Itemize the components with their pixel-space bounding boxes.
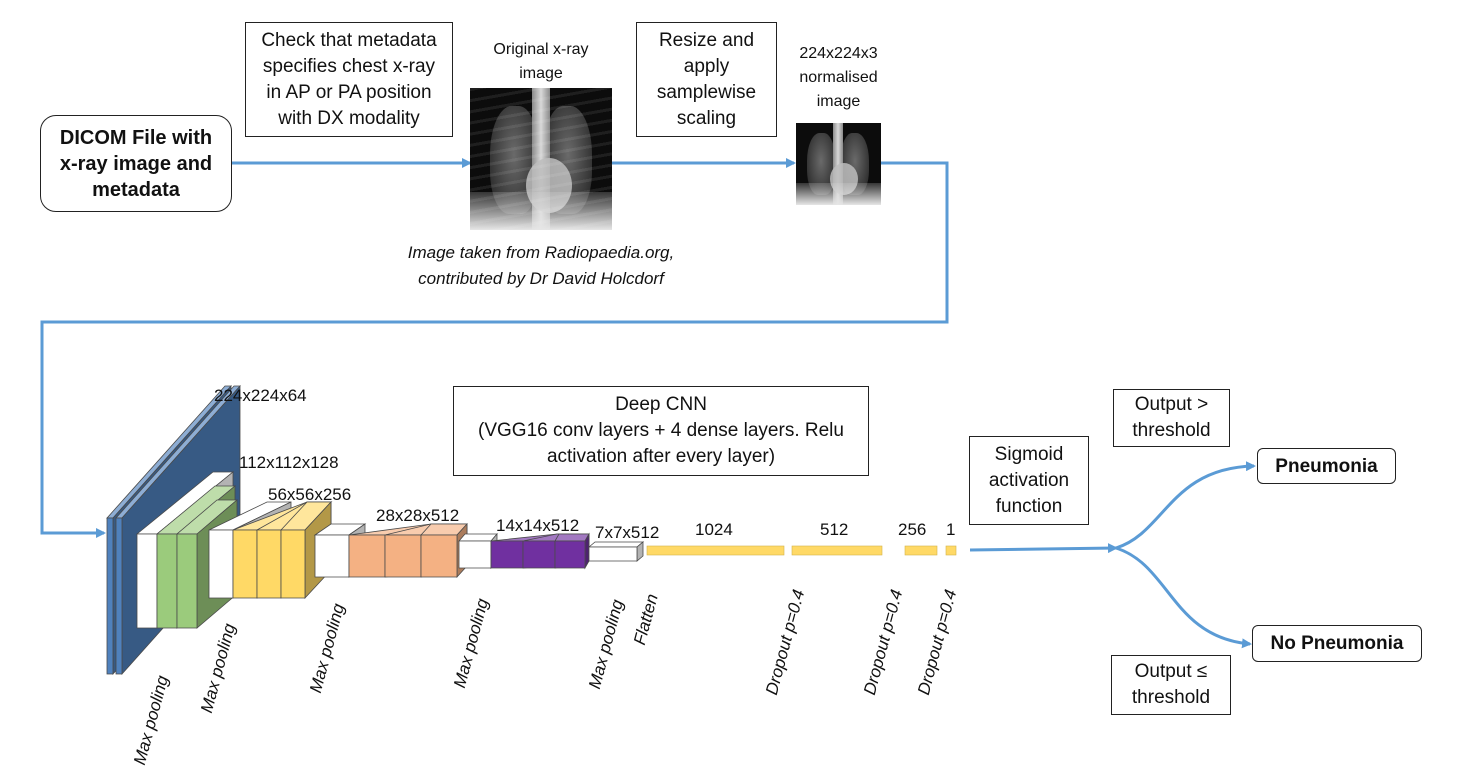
dense-512-bar xyxy=(791,545,883,556)
pool3-layer-front xyxy=(314,534,350,578)
original-xray-image xyxy=(470,88,612,230)
conv2-layer-a-front xyxy=(156,533,178,629)
output-less-equal-box: Output ≤ threshold xyxy=(1111,655,1231,715)
dim-label-224x224x64: 224x224x64 xyxy=(214,386,307,405)
output-greater-box: Output > threshold xyxy=(1113,389,1230,447)
branch-to-pneumonia-arrow xyxy=(1115,461,1256,550)
dense-256-bar xyxy=(904,545,938,556)
dim-label-1: 1 xyxy=(946,520,956,539)
conv5-layer-c-front xyxy=(554,540,586,569)
pool4-layer-front xyxy=(458,540,492,569)
check-metadata-box: Check that metadata specifies chest x-ra… xyxy=(245,22,453,137)
cnn-layer-blocks xyxy=(106,384,957,676)
conv4-layer-b-front xyxy=(384,534,422,578)
pool1-layer-front xyxy=(136,533,158,629)
flow-arrows xyxy=(40,158,1256,649)
conv4-layer-a-front xyxy=(348,534,386,578)
normalised-image-label: 224x224x3 normalised image xyxy=(799,45,878,110)
deep-cnn-box: Deep CNN (VGG16 conv layers + 4 dense la… xyxy=(453,386,869,476)
dim-label-256: 256 xyxy=(898,520,927,539)
dim-label-28x28x512: 28x28x512 xyxy=(376,506,460,525)
conv1-layer-b-front xyxy=(115,517,123,675)
conv3-layer-b-front xyxy=(256,529,282,599)
dim-label-112x112x128: 112x112x128 xyxy=(239,453,339,472)
pneumonia-result-box: Pneumonia xyxy=(1257,448,1396,484)
dim-label-14x14x512: 14x14x512 xyxy=(496,516,580,535)
normalised-to-cnn-arrow xyxy=(40,161,949,538)
dim-label-56x56x256: 56x56x256 xyxy=(268,485,352,504)
image-credit-caption: Image taken from Radiopaedia.org, contri… xyxy=(407,243,675,288)
dense-1-bar xyxy=(945,545,957,556)
dim-label-7x7x512: 7x7x512 xyxy=(595,523,660,542)
normalised-xray-image xyxy=(796,123,881,205)
pool4-layer-top xyxy=(458,533,498,542)
conv3-layer-a-front xyxy=(232,529,258,599)
resize-scaling-box: Resize and apply samplewise scaling xyxy=(636,22,777,137)
no-pneumonia-result-box: No Pneumonia xyxy=(1252,625,1422,662)
conv5-layer-a-front xyxy=(490,540,524,569)
conv2-layer-b-front xyxy=(176,533,198,629)
conv4-layer-c-front xyxy=(420,534,458,578)
pool2-layer-front xyxy=(208,529,234,599)
dicom-file-box: DICOM File with x-ray image and metadata xyxy=(40,115,232,212)
dim-label-1024: 1024 xyxy=(695,520,733,539)
original-image-label: Original x-ray image xyxy=(493,41,589,82)
sigmoid-box: Sigmoid activation function xyxy=(969,436,1089,525)
dim-label-512: 512 xyxy=(820,520,849,539)
conv5-layer-b-front xyxy=(522,540,556,569)
conv1-layer-a-front xyxy=(106,517,114,675)
branch-to-no-pneumonia-arrow xyxy=(1115,546,1252,649)
cnn-to-split-arrow xyxy=(969,543,1118,554)
conv3-layer-c-front xyxy=(280,529,306,599)
pool5-layer-front xyxy=(588,546,638,562)
dense-1024-bar xyxy=(646,545,785,556)
